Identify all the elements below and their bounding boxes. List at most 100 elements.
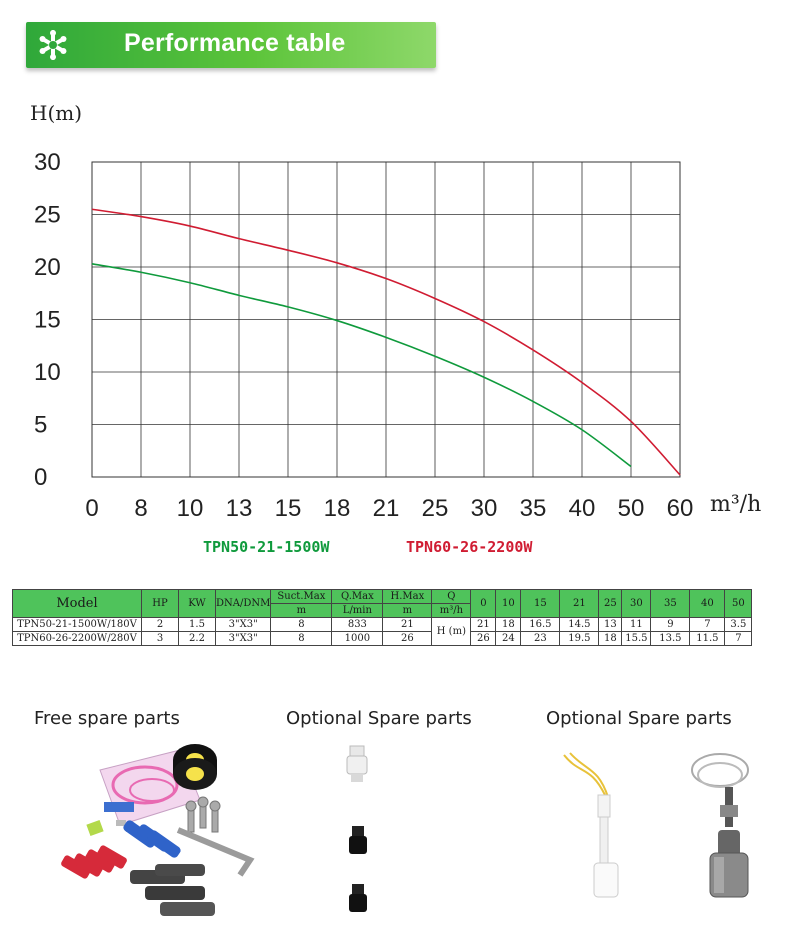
row2-head-8: 7 (724, 631, 753, 646)
header-kw: KW (178, 589, 216, 618)
y-tick-label: 30 (34, 149, 61, 176)
hex-key-icon (176, 827, 255, 877)
header-suct-unit: m (270, 603, 333, 618)
series-line-2 (91, 208, 681, 476)
row1-head-4: 13 (598, 617, 623, 632)
terminals-icon (61, 819, 181, 879)
row2-qmax: 1000 (331, 631, 384, 646)
row2-head-2: 23 (520, 631, 561, 646)
header-flow-6: 35 (650, 589, 691, 618)
header-model: Model (12, 589, 142, 618)
row1-head-1: 18 (495, 617, 522, 632)
bolts-icon (185, 796, 221, 833)
x-axis-label: m³/h (710, 492, 761, 517)
row1-head-6: 9 (650, 617, 691, 632)
y-axis-label: H(m) (30, 101, 82, 125)
header-flow-8: 50 (724, 589, 753, 618)
header-flow-5: 30 (621, 589, 652, 618)
header-qmax: Q.Max (331, 589, 384, 604)
row2-head-5: 15.5 (621, 631, 652, 646)
row1-kw: 1.5 (178, 617, 216, 632)
y-tick-label: 0 (34, 464, 47, 491)
steel-float-switch-icon (691, 753, 749, 898)
chart-grid (91, 161, 681, 478)
row1-head-7: 7 (689, 617, 726, 632)
header-flow-1: 10 (495, 589, 522, 618)
table-header-row: Model HP KW DNA/DNM Suct.Max Q.Max H.Max… (12, 589, 753, 618)
plastic-float-switch-icon (563, 752, 619, 898)
row1-head-2: 16.5 (520, 617, 561, 632)
header-suct: Suct.Max (270, 589, 333, 604)
x-tick-label: 13 (226, 495, 253, 522)
table-row: TPN50-21-1500W/180V 2 1.5 3"X3" 8 833 21… (12, 617, 753, 646)
header-q: Q (431, 589, 472, 604)
row2-head-4: 18 (598, 631, 623, 646)
free-spare-parts-image (61, 744, 255, 916)
header-hp: HP (141, 589, 179, 618)
flower-logo-icon (39, 30, 67, 60)
x-tick-label: 60 (667, 495, 694, 522)
x-tick-label: 0 (85, 495, 98, 522)
spec-table: Model HP KW DNA/DNM Suct.Max Q.Max H.Max… (12, 589, 753, 646)
h-unit-cell: H (m) (431, 617, 472, 646)
y-tick-label: 10 (34, 359, 61, 386)
row2-kw: 2.2 (178, 631, 216, 646)
y-tick-label: 20 (34, 254, 61, 281)
header-flow-4: 25 (598, 589, 623, 618)
optional-spare-parts-label-2: Optional Spare parts (546, 708, 732, 729)
header-flow-7: 40 (689, 589, 726, 618)
optional-parts-image-1 (346, 745, 368, 912)
row2-dna: 3"X3" (214, 631, 272, 646)
header-hmax: H.Max (382, 589, 433, 604)
table-row: TPN60-26-2200W/280V 3 2.2 3"X3" 8 1000 2… (12, 631, 753, 646)
x-tick-label: 15 (275, 495, 302, 522)
row1-head-8: 3.5 (724, 617, 753, 632)
header-flow-0: 0 (470, 589, 497, 618)
heat-shrink-tubes-icon (130, 864, 215, 916)
series-line-1 (91, 263, 632, 468)
header-q-unit: m³/h (431, 603, 472, 618)
x-tick-label: 50 (618, 495, 645, 522)
x-tick-labels: 0 8 10 13 15 18 21 25 30 35 40 50 60 (85, 495, 693, 522)
row2-head-7: 11.5 (689, 631, 726, 646)
y-tick-labels: 0 5 10 15 20 25 30 (34, 149, 61, 491)
optional-spare-parts-label-1: Optional Spare parts (286, 708, 472, 729)
chart-series (91, 208, 681, 476)
y-tick-label: 25 (34, 202, 61, 229)
row1-model: TPN50-21-1500W/180V (12, 617, 142, 632)
row2-hmax: 26 (382, 631, 433, 646)
black-connector-icon-2 (349, 884, 367, 912)
y-tick-label: 15 (34, 307, 61, 334)
row1-hmax: 21 (382, 617, 433, 632)
row2-head-3: 19.5 (559, 631, 600, 646)
row2-head-6: 13.5 (650, 631, 691, 646)
row2-head-1: 24 (495, 631, 522, 646)
header-dna: DNA/DNM (214, 589, 272, 618)
section-banner: Performance table (26, 22, 436, 68)
x-tick-label: 8 (134, 495, 147, 522)
optional-parts-image-2 (563, 752, 749, 898)
y-tick-label: 5 (34, 412, 47, 439)
legend-series-1: TPN50-21-1500W (203, 538, 330, 556)
row1-qmax: 833 (331, 617, 384, 632)
header-flow-2: 15 (520, 589, 561, 618)
free-spare-parts-label: Free spare parts (34, 708, 180, 729)
row1-dna: 3"X3" (214, 617, 272, 632)
x-tick-label: 21 (373, 495, 400, 522)
x-tick-label: 18 (324, 495, 351, 522)
header-flow-3: 21 (559, 589, 600, 618)
row1-head-0: 21 (470, 617, 497, 632)
row1-hp: 2 (141, 617, 179, 632)
x-tick-label: 30 (471, 495, 498, 522)
legend-series-2: TPN60-26-2200W (406, 538, 533, 556)
x-tick-label: 25 (422, 495, 449, 522)
banner-title: Performance table (124, 29, 346, 57)
row2-head-0: 26 (470, 631, 497, 646)
row1-head-3: 14.5 (559, 617, 600, 632)
x-tick-label: 40 (569, 495, 596, 522)
row2-hp: 3 (141, 631, 179, 646)
row1-suct: 8 (270, 617, 333, 632)
header-hmax-unit: m (382, 603, 433, 618)
row2-model: TPN60-26-2200W/280V (12, 631, 142, 646)
row2-suct: 8 (270, 631, 333, 646)
